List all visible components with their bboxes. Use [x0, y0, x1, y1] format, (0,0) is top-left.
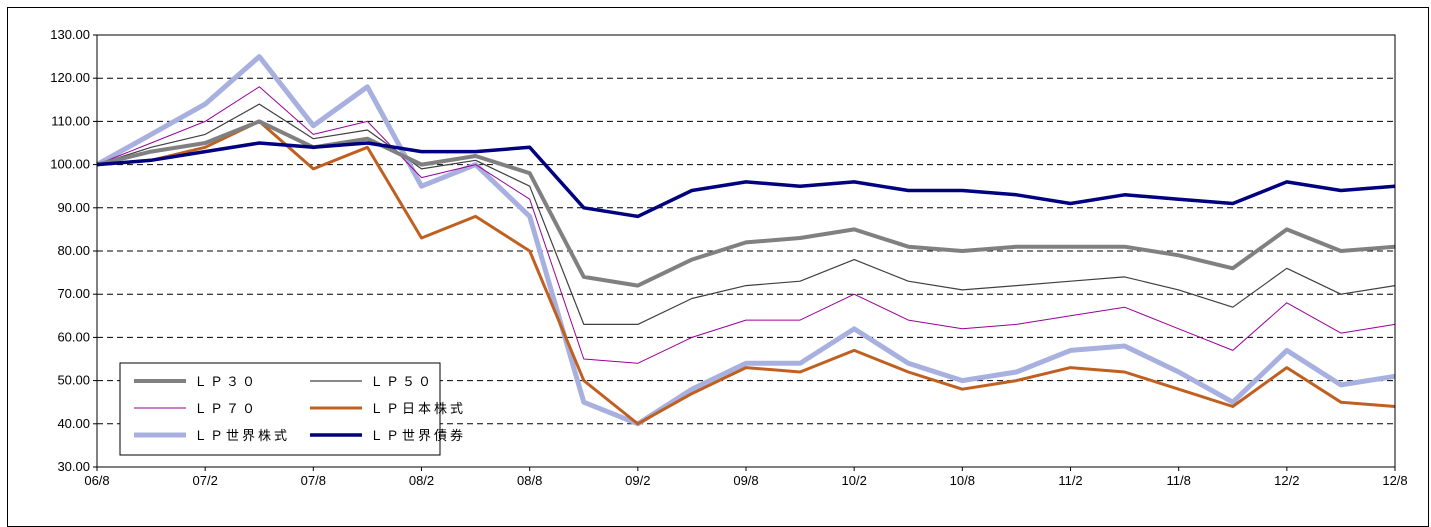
series-lines	[95, 54, 1396, 427]
x-tick-label: 09/8	[733, 473, 758, 488]
series-line-4	[95, 54, 1396, 427]
series-line-2	[96, 86, 1396, 364]
x-tick-label: 08/8	[517, 473, 542, 488]
grid-lines	[97, 77, 1395, 425]
line-chart: 130.00 120.00 110.00 100.00 90.00 80.00 70.00 6…	[50, 27, 1408, 488]
x-axis-ticks: 06/8 07/2 07/8 08/2 08/8 09/2 09/8 10/2 10/8 11/2…	[84, 467, 1408, 488]
x-tick-label: 06/8	[84, 473, 109, 488]
y-axis-ticks: 130.00 120.00 110.00 100.00 90.00 80.00 70.00 6…	[50, 27, 97, 474]
x-tick-label: 08/2	[409, 473, 434, 488]
x-tick-label: 11/8	[1166, 473, 1190, 488]
series-line-3	[96, 119, 1396, 426]
x-tick-label: 07/8	[301, 473, 326, 488]
series-line-1	[96, 103, 1396, 325]
y-tick-label: 100.00	[50, 157, 90, 172]
legend-label: ＬＰ世界債券	[370, 428, 466, 443]
y-tick-label: 130.00	[50, 27, 90, 42]
legend: ＬＰ３０ ＬＰ５０ ＬＰ７０ ＬＰ日本株式 ＬＰ世界株式 ＬＰ世界債券	[119, 362, 466, 456]
series-line-5	[96, 141, 1396, 219]
x-tick-label: 12/2	[1274, 473, 1299, 488]
y-tick-label: 40.00	[57, 416, 90, 431]
legend-label: ＬＰ世界株式	[194, 428, 290, 443]
y-tick-label: 120.00	[50, 70, 90, 85]
x-tick-label: 10/8	[950, 473, 975, 488]
x-tick-label: 11/2	[1058, 473, 1082, 488]
legend-label: ＬＰ日本株式	[370, 401, 466, 416]
legend-label: ＬＰ５０	[370, 374, 434, 389]
y-tick-label: 90.00	[57, 200, 90, 215]
legend-box	[119, 362, 441, 456]
x-tick-label: 09/2	[625, 473, 650, 488]
x-tick-label: 07/2	[193, 473, 218, 488]
x-tick-label: 10/2	[842, 473, 867, 488]
y-tick-label: 80.00	[57, 243, 90, 258]
chart-frame: 130.00 120.00 110.00 100.00 90.00 80.00 70.00 6…	[7, 7, 1429, 527]
y-tick-label: 30.00	[57, 459, 90, 474]
x-tick-label: 12/8	[1382, 473, 1407, 488]
legend-label: ＬＰ３０	[194, 374, 258, 389]
y-tick-label: 60.00	[57, 329, 90, 344]
y-tick-label: 50.00	[57, 373, 90, 388]
y-tick-label: 70.00	[57, 286, 90, 301]
legend-label: ＬＰ７０	[194, 401, 258, 416]
y-tick-label: 110.00	[51, 113, 90, 128]
